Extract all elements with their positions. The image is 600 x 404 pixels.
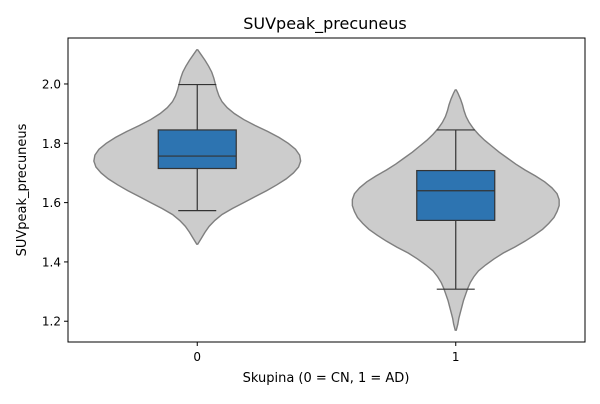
iqr-box bbox=[157, 129, 237, 170]
y-tick-label: 1.2 bbox=[42, 315, 61, 329]
x-axis-label: Skupina (0 = CN, 1 = AD) bbox=[243, 371, 410, 386]
x-tick-label: 0 bbox=[193, 350, 201, 364]
plot-frame bbox=[67, 37, 586, 343]
chart-title: SUVpeak_precuneus bbox=[243, 14, 407, 34]
x-tick-label: 1 bbox=[452, 350, 460, 364]
y-tick-label: 1.4 bbox=[42, 255, 61, 269]
violin-group bbox=[93, 49, 302, 245]
violins-layer bbox=[93, 49, 560, 331]
y-tick-label: 2.0 bbox=[42, 77, 61, 91]
y-tick-label: 1.6 bbox=[42, 196, 61, 210]
y-axis: 1.2 1.4 1.6 1.8 2.0 bbox=[42, 77, 68, 329]
y-tick-label: 1.8 bbox=[42, 137, 61, 151]
iqr-box bbox=[416, 169, 496, 221]
violin-group bbox=[351, 89, 560, 331]
y-axis-label: SUVpeak_precuneus bbox=[15, 123, 30, 256]
